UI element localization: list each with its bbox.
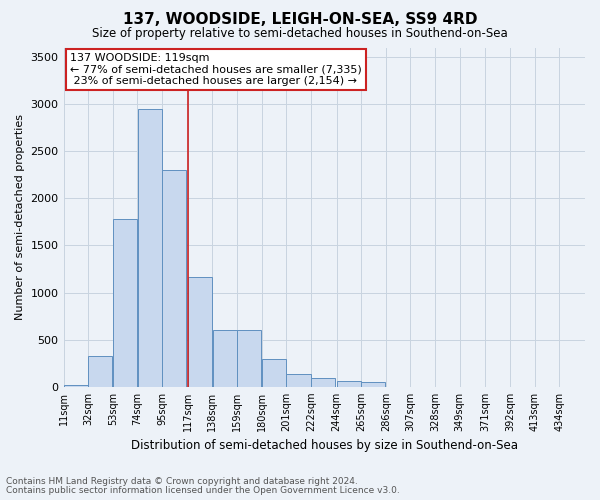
Bar	[88, 356, 112, 387]
Bar	[113, 219, 137, 387]
Bar	[212, 330, 236, 387]
Bar	[361, 382, 385, 387]
Bar	[162, 170, 186, 387]
Bar	[337, 380, 361, 387]
Text: Contains public sector information licensed under the Open Government Licence v3: Contains public sector information licen…	[6, 486, 400, 495]
Text: 137 WOODSIDE: 119sqm
← 77% of semi-detached houses are smaller (7,335)
 23% of s: 137 WOODSIDE: 119sqm ← 77% of semi-detac…	[70, 52, 362, 86]
Text: Size of property relative to semi-detached houses in Southend-on-Sea: Size of property relative to semi-detach…	[92, 28, 508, 40]
Bar	[237, 330, 261, 387]
Text: 137, WOODSIDE, LEIGH-ON-SEA, SS9 4RD: 137, WOODSIDE, LEIGH-ON-SEA, SS9 4RD	[123, 12, 477, 28]
Bar	[137, 109, 161, 387]
X-axis label: Distribution of semi-detached houses by size in Southend-on-Sea: Distribution of semi-detached houses by …	[131, 440, 518, 452]
Bar	[286, 374, 311, 387]
Bar	[262, 359, 286, 387]
Bar	[311, 378, 335, 387]
Bar	[188, 276, 212, 387]
Y-axis label: Number of semi-detached properties: Number of semi-detached properties	[15, 114, 25, 320]
Bar	[64, 386, 88, 387]
Text: Contains HM Land Registry data © Crown copyright and database right 2024.: Contains HM Land Registry data © Crown c…	[6, 477, 358, 486]
